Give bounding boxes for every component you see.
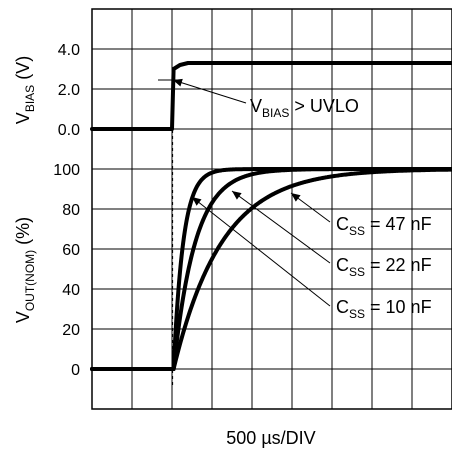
- y-tick-label: 100: [53, 162, 80, 179]
- y-tick-label: 80: [62, 202, 80, 219]
- annotation-vbias-uvlo: VBIAS > UVLO: [250, 96, 359, 120]
- leader-css-10nf: [191, 196, 331, 307]
- plot-frame: [91, 8, 452, 410]
- leader-css-47nf-arrow: [291, 193, 301, 202]
- chart-curves: [90, 61, 452, 388]
- annotation-css-10nf: CSS = 10 nF: [336, 297, 432, 321]
- leader-vbias-arrow: [173, 78, 183, 87]
- leader-css-10nf-arrow: [192, 197, 202, 206]
- y-tick-label: 0: [71, 362, 80, 379]
- series-line-vbias: [90, 61, 452, 131]
- leader-css-22nf-arrow: [232, 191, 242, 200]
- leader-vbias: [172, 79, 247, 104]
- y-axis-label-bias: VBIAS (V): [13, 56, 37, 124]
- y-tick-labels: 4.0 2.0 0.0 100 80 60 40 20 0: [53, 42, 80, 379]
- chart-grid: [91, 8, 452, 410]
- y-tick-label: 20: [62, 322, 80, 339]
- y-tick-label: 60: [62, 242, 80, 259]
- annotation-css-47nf: CSS = 47 nF: [336, 214, 432, 238]
- y-tick-label: 0.0: [58, 122, 80, 139]
- y-tick-label: 40: [62, 282, 80, 299]
- annotation-css-22nf: CSS = 22 nF: [336, 255, 432, 279]
- leader-css-22nf: [231, 190, 331, 264]
- series-line-css-2: [90, 167, 452, 371]
- x-axis-label: 500 µs/DIV: [226, 428, 315, 448]
- y-tick-label: 4.0: [58, 42, 80, 59]
- y-tick-label: 2.0: [58, 82, 80, 99]
- annotation-leaders: [172, 78, 331, 307]
- y-axis-label-vout: VOUT(NOM) (%): [13, 217, 37, 323]
